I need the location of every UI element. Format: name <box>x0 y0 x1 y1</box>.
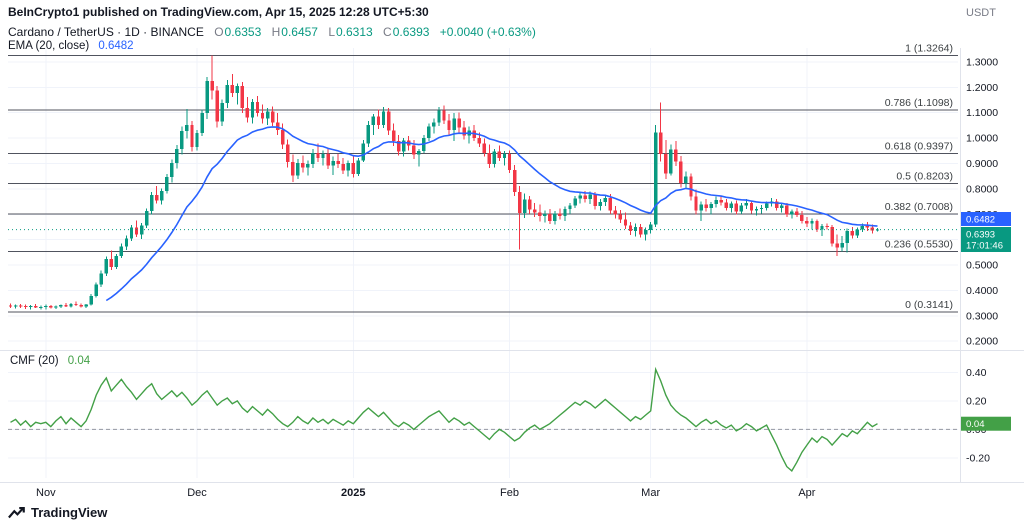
gridlines <box>8 48 958 478</box>
cmf-axis[interactable]: 0.400.200.00-0.20 <box>966 367 990 465</box>
svg-text:Apr: Apr <box>798 487 815 499</box>
svg-text:2025: 2025 <box>341 487 365 499</box>
open-label: O <box>214 25 224 39</box>
ema-value: 0.6482 <box>98 40 134 52</box>
svg-text:0.786 (1.1098): 0.786 (1.1098) <box>885 97 953 109</box>
cmf-value: 0.04 <box>67 355 91 367</box>
brand-name: TradingView <box>31 505 108 520</box>
svg-text:0.5000: 0.5000 <box>966 260 998 272</box>
svg-text:0.04: 0.04 <box>966 419 985 430</box>
svg-text:-0.20: -0.20 <box>966 453 990 465</box>
svg-text:0.4000: 0.4000 <box>966 285 998 297</box>
symbol-legend[interactable]: Cardano / TetherUS · 1D · BINANCE O0.635… <box>8 25 536 39</box>
fib-retracement: 1 (1.3264) 0.786 (1.1098) 0.618 (0.9397) 0.… <box>8 42 958 313</box>
svg-text:0 (0.3141): 0 (0.3141) <box>905 299 953 311</box>
svg-text:0.20: 0.20 <box>966 395 987 407</box>
close-value: 0.6393 <box>392 25 430 39</box>
footer-brand[interactable]: TradingView <box>8 505 107 520</box>
high-label: H <box>271 25 281 39</box>
time-axis[interactable]: Nov Dec 2025 Feb Mar Apr <box>36 487 816 499</box>
svg-text:Feb: Feb <box>500 487 519 499</box>
cmf-line <box>10 366 878 472</box>
svg-text:1.2000: 1.2000 <box>966 82 998 94</box>
svg-text:0.2000: 0.2000 <box>966 336 998 348</box>
svg-text:1 (1.3264): 1 (1.3264) <box>905 42 953 54</box>
svg-text:1.1000: 1.1000 <box>966 107 998 119</box>
open-value: 0.6353 <box>224 25 262 39</box>
symbol-title: Cardano / TetherUS · 1D · BINANCE <box>8 25 204 39</box>
attribution-text: BeInCrypto1 published on TradingView.com… <box>8 5 429 19</box>
svg-text:0.6482: 0.6482 <box>966 215 995 226</box>
quote-currency-label: USDT <box>966 7 996 19</box>
svg-text:Mar: Mar <box>641 487 660 499</box>
low-value: 0.6313 <box>336 25 373 39</box>
svg-text:0.6393: 0.6393 <box>966 230 995 241</box>
change-value: +0.0040 (+0.63%) <box>439 25 536 39</box>
candles-layer <box>8 55 880 310</box>
last-price-badge <box>961 227 1011 252</box>
svg-text:Nov: Nov <box>36 487 56 499</box>
svg-text:0.236 (0.5530): 0.236 (0.5530) <box>885 239 953 251</box>
cmf-name: CMF (20) <box>10 355 59 367</box>
svg-text:1.0000: 1.0000 <box>966 133 998 145</box>
svg-text:0.8000: 0.8000 <box>966 183 998 195</box>
ema-legend[interactable]: EMA (20, close) 0.6482 <box>8 40 134 52</box>
svg-text:Dec: Dec <box>187 487 207 499</box>
ema-line <box>105 126 878 302</box>
svg-text:0.3000: 0.3000 <box>966 310 998 322</box>
svg-text:1.3000: 1.3000 <box>966 56 998 68</box>
svg-text:0.40: 0.40 <box>966 367 987 379</box>
svg-text:0.5 (0.8203): 0.5 (0.8203) <box>896 171 953 183</box>
svg-text:0.618 (0.9397): 0.618 (0.9397) <box>885 140 953 152</box>
tradingview-logo-icon <box>8 506 25 518</box>
high-value: 0.6457 <box>281 25 318 39</box>
svg-text:0.9000: 0.9000 <box>966 158 998 170</box>
price-axis[interactable]: 1.30001.20001.10001.00000.90000.80000.70… <box>966 56 998 347</box>
ema-value-badge <box>961 212 1011 226</box>
pane-separators <box>0 48 1024 483</box>
cmf-legend[interactable]: CMF (20) 0.04 <box>8 354 93 368</box>
svg-text:17:01:46: 17:01:46 <box>966 241 1003 252</box>
close-label: C <box>383 25 392 39</box>
svg-text:0.382 (0.7008): 0.382 (0.7008) <box>885 201 953 213</box>
cmf-value-badge <box>961 416 1011 431</box>
ema-name: EMA (20, close) <box>8 40 90 52</box>
low-label: L <box>328 25 335 39</box>
